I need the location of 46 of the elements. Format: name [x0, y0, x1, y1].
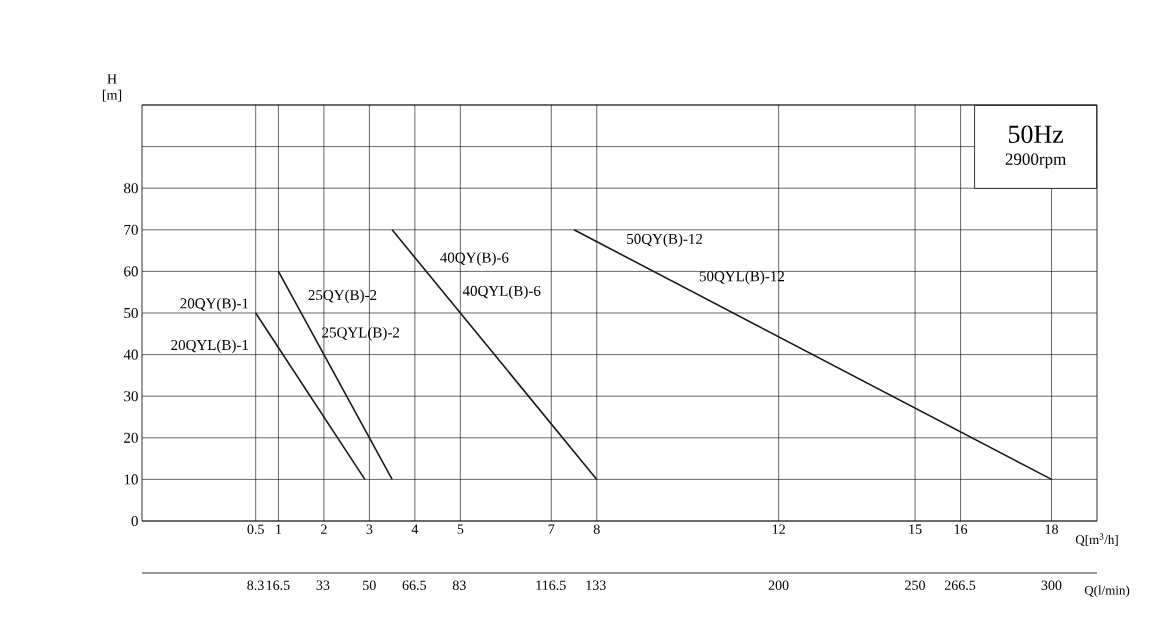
y-tick-label: 70	[124, 224, 138, 235]
series-label: 25QY(B)-2	[308, 289, 377, 304]
x-tick-label: 2	[321, 524, 327, 534]
x2-tick-label: 16.5	[266, 580, 290, 591]
annotation: 50Hz	[1008, 125, 1064, 143]
x2-axis-title: Q(l/min)	[1084, 585, 1130, 598]
x2-tick-label: 250	[905, 580, 925, 590]
x2-tick-label: 50	[363, 580, 376, 590]
x-tick-label: 12	[772, 524, 785, 534]
x-tick-label: 15	[909, 524, 922, 534]
x-tick-label: 18	[1045, 524, 1058, 534]
x2-tick-label: 8.3	[247, 580, 264, 591]
annotation: 50QYL(B)-12	[699, 270, 784, 285]
x2-tick-label: 200	[768, 580, 789, 590]
y-tick-label: 80	[124, 183, 138, 194]
y-tick-label: 50	[124, 307, 138, 319]
x2-tick-label: 83	[452, 580, 466, 590]
x2-tick-label: 133	[586, 580, 606, 590]
y-tick-label: 0	[131, 515, 138, 527]
x2-tick-label: 116.5	[536, 580, 566, 591]
series-label: 40QY(B)-6	[440, 252, 509, 266]
series-label: 20QY(B)-1	[180, 297, 249, 312]
x-tick-label: 5	[457, 524, 464, 534]
y-tick-label: 10	[124, 474, 138, 485]
y-tick-label: 30	[124, 391, 138, 402]
y-axis-title: H [m]	[102, 74, 122, 102]
x-tick-label: 3	[366, 524, 373, 534]
x2-tick-label: 33	[316, 580, 330, 590]
x2-tick-label: 66.5	[402, 580, 427, 591]
x2-tick-label: 266.5	[944, 580, 976, 591]
x2-tick-label: 300	[1041, 580, 1062, 590]
y-tick-label: 60	[124, 266, 138, 277]
series-label: 50QY(B)-12	[627, 233, 703, 247]
x-axis-title: Q[m$^{3}$/h]	[1075, 533, 1118, 547]
x-tick-label: 8	[593, 524, 600, 534]
x-tick-label: 0.5	[247, 524, 264, 535]
x-tick-label: 4	[411, 524, 419, 534]
annotation: 20QYL(B)-1	[171, 339, 249, 354]
y-tick-label: 40	[123, 349, 138, 360]
x-tick-label: 1	[276, 524, 282, 534]
annotation: 25QYL(B)-2	[322, 327, 400, 341]
y-tick-label: 20	[124, 432, 138, 443]
x-tick-label: 7	[548, 524, 555, 534]
annotation: 2900rpm	[1005, 153, 1067, 169]
annotation: 40QYL(B)-6	[462, 285, 541, 299]
x-tick-label: 16	[954, 524, 968, 534]
